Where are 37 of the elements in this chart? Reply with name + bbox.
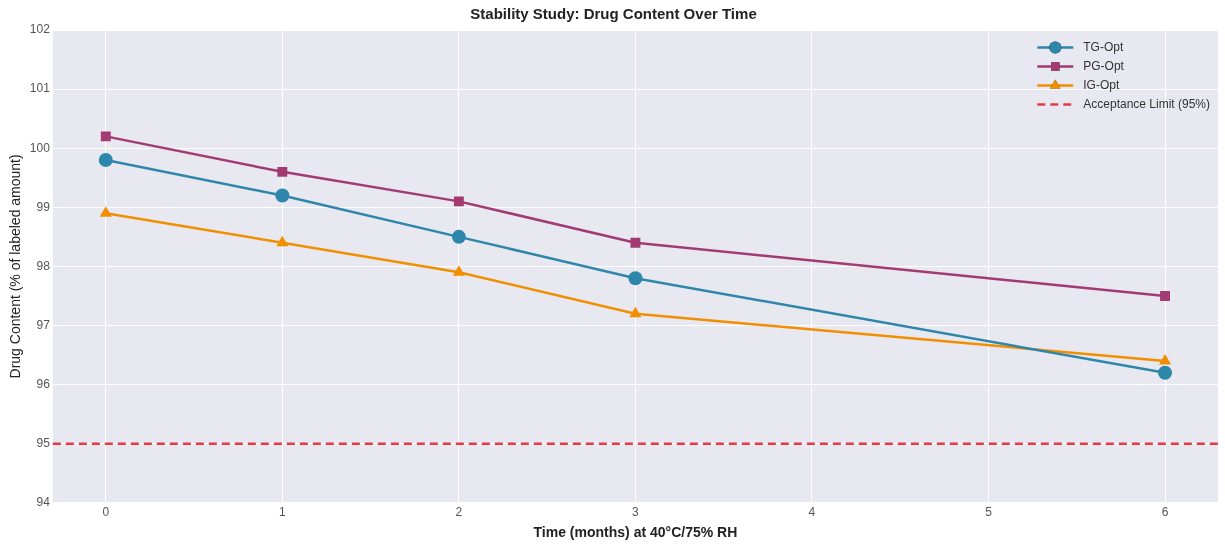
legend-label: IG-Opt	[1083, 77, 1120, 92]
legend-label: Acceptance Limit (95%)	[1083, 96, 1211, 111]
x-tick-label: 1	[278, 505, 286, 520]
x-tick-label: 3	[632, 505, 640, 520]
point	[629, 306, 642, 318]
legend-label: TG-Opt	[1083, 39, 1124, 54]
x-tick-label: 2	[455, 505, 463, 520]
point	[100, 131, 111, 142]
x-tick-label: 0	[102, 505, 110, 520]
point	[1158, 365, 1173, 380]
point	[451, 229, 466, 244]
y-tick-label: 102	[29, 22, 51, 37]
y-tick-label: 94	[36, 495, 51, 510]
point	[630, 237, 641, 248]
point	[275, 188, 290, 203]
y-axis-title: Drug Content (% of labeled amount)	[7, 154, 24, 379]
y-tick-label: 97	[36, 317, 51, 332]
point	[453, 196, 464, 207]
y-tick-label: 101	[29, 81, 51, 96]
chart-title: Stability Study: Drug Content Over Time	[470, 5, 757, 23]
y-tick-label: 99	[36, 199, 51, 214]
x-tick-label: 5	[985, 505, 993, 520]
y-tick-label: 98	[36, 258, 51, 273]
y-tick-label: 95	[36, 436, 51, 451]
point	[99, 206, 112, 217]
legend-label: PG-Opt	[1083, 58, 1125, 73]
y-tick-label: 100	[29, 140, 51, 155]
point	[276, 235, 289, 247]
x-tick-label: 4	[808, 505, 816, 520]
point	[277, 166, 288, 177]
point	[98, 153, 113, 168]
x-tick-label: 6	[1161, 505, 1169, 520]
x-axis-title: Time (months) at 40°C/75% RH	[533, 524, 738, 541]
point	[628, 271, 643, 286]
point	[452, 265, 465, 276]
point	[1160, 291, 1170, 301]
y-tick-label: 96	[36, 376, 51, 391]
